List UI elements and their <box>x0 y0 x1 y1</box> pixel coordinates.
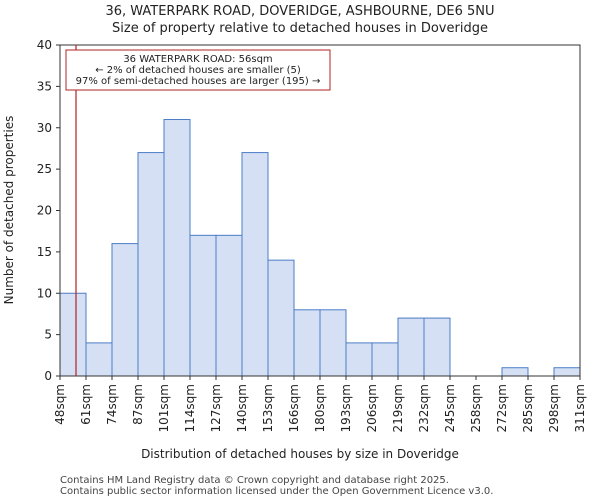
x-tick-label-61sqm: 61sqm <box>79 384 93 425</box>
x-tick-label-206sqm: 206sqm <box>365 384 379 432</box>
x-tick-label-127sqm: 127sqm <box>209 384 223 432</box>
bar-140sqm <box>241 152 269 377</box>
y-tick-label-30: 30 <box>37 121 52 135</box>
x-tick-label-166sqm: 166sqm <box>287 384 301 432</box>
x-axis-label: Distribution of detached houses by size … <box>141 447 459 461</box>
x-tick-label-87sqm: 87sqm <box>131 384 145 425</box>
x-tick-label-232sqm: 232sqm <box>417 384 431 432</box>
bar-193sqm <box>345 342 373 377</box>
x-tick-label-311sqm: 311sqm <box>573 384 587 432</box>
x-tick-label-101sqm: 101sqm <box>157 384 171 432</box>
chart-subtitle: Size of property relative to detached ho… <box>112 21 488 36</box>
annotation-line-2: ← 2% of detached houses are smaller (5) <box>95 65 301 76</box>
x-tick-label-285sqm: 285sqm <box>521 384 535 432</box>
y-tick-label-10: 10 <box>37 286 52 300</box>
plot-frame <box>59 44 581 377</box>
y-tick-label-35: 35 <box>37 79 52 93</box>
bar-114sqm <box>189 234 217 377</box>
y-tick-label-15: 15 <box>37 245 52 259</box>
bar-48sqm <box>59 292 87 377</box>
bar-61sqm <box>85 342 113 377</box>
x-tick-label-193sqm: 193sqm <box>339 384 353 432</box>
bar-153sqm <box>267 259 295 377</box>
x-tick-label-140sqm: 140sqm <box>235 384 249 432</box>
bar-166sqm <box>293 309 321 377</box>
bar-127sqm <box>215 234 243 377</box>
x-tick-label-114sqm: 114sqm <box>183 384 197 432</box>
x-tick-label-74sqm: 74sqm <box>105 384 119 425</box>
bar-206sqm <box>371 342 399 377</box>
x-tick-label-245sqm: 245sqm <box>443 384 457 432</box>
y-axis-label: Number of detached properties <box>2 116 16 305</box>
y-tick-label-5: 5 <box>44 328 52 342</box>
footer-line-2: Contains public sector information licen… <box>60 486 493 497</box>
x-tick-label-48sqm: 48sqm <box>53 384 67 425</box>
bar-219sqm <box>397 317 425 377</box>
bar-232sqm <box>423 317 451 377</box>
y-tick-label-40: 40 <box>37 38 52 52</box>
bar-272sqm <box>501 367 529 377</box>
x-tick-label-298sqm: 298sqm <box>547 384 561 432</box>
bar-298sqm <box>553 367 581 377</box>
y-tick-label-0: 0 <box>44 369 52 383</box>
annotation-line-3: 97% of semi-detached houses are larger (… <box>76 76 321 87</box>
x-tick-label-258sqm: 258sqm <box>469 384 483 432</box>
x-tick-label-180sqm: 180sqm <box>313 384 327 432</box>
footer-line-1: Contains HM Land Registry data © Crown c… <box>60 475 449 486</box>
y-tick-label-25: 25 <box>37 162 52 176</box>
x-axis-ticks: 48sqm 61sqm 74sqm 87sqm 101sqm 114sqm 127sqm 14… <box>53 376 587 432</box>
y-tick-label-20: 20 <box>37 204 52 218</box>
bar-180sqm <box>319 309 347 377</box>
x-tick-label-219sqm: 219sqm <box>391 384 405 432</box>
x-tick-label-272sqm: 272sqm <box>495 384 509 432</box>
bar-87sqm <box>137 152 165 377</box>
x-tick-label-153sqm: 153sqm <box>261 384 275 432</box>
chart-title: 36, WATERPARK ROAD, DOVERIDGE, ASHBOURNE… <box>105 4 494 19</box>
bar-101sqm <box>163 118 191 377</box>
annotation-box <box>65 49 331 91</box>
y-axis-ticks: 0 5 10 15 20 25 30 35 40 <box>37 38 60 383</box>
annotation-line-1: 36 WATERPARK ROAD: 56sqm <box>123 54 272 65</box>
bars-group <box>59 118 581 377</box>
bar-74sqm <box>111 243 139 377</box>
